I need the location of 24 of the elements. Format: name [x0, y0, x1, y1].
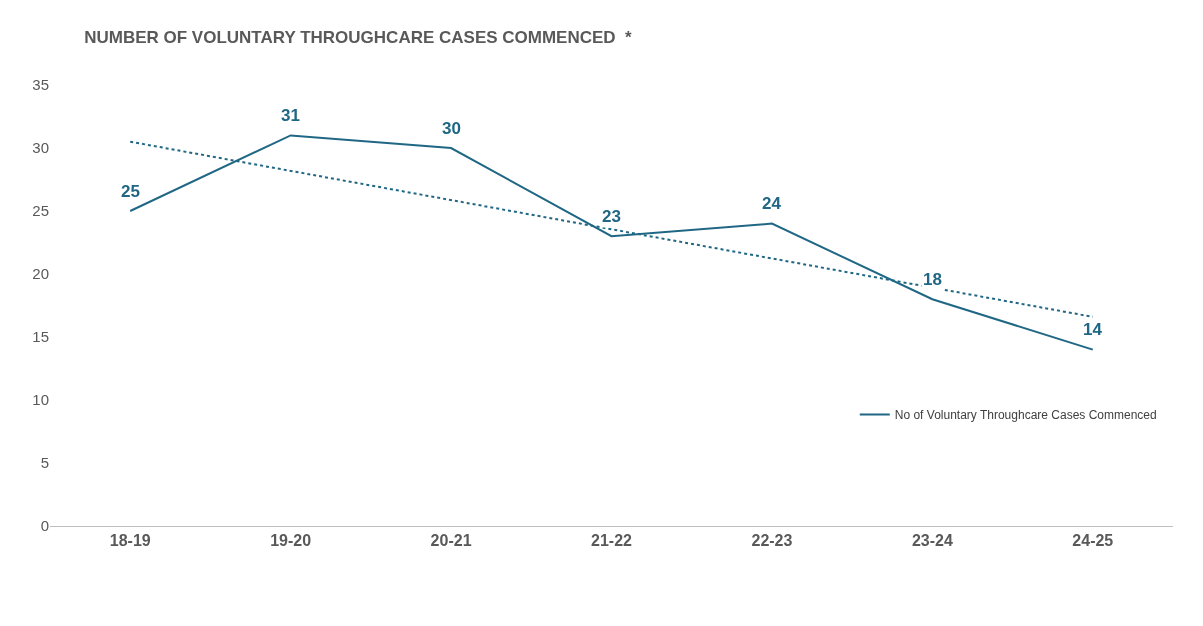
y-tick-label: 20	[32, 265, 49, 283]
data-label: 14	[1083, 320, 1103, 339]
data-label: 23	[602, 207, 621, 226]
data-label: 31	[281, 106, 300, 125]
x-tick-label: 21-22	[591, 532, 633, 550]
x-tick-label: 18-19	[109, 532, 151, 550]
y-tick-label: 30	[32, 139, 49, 157]
legend-label: No of Voluntary Throughcare Cases Commenced	[894, 408, 1157, 423]
data-label: 24	[762, 194, 782, 213]
data-label: 18	[923, 270, 942, 289]
y-tick-label: 10	[32, 391, 49, 409]
x-tick-label: 24-25	[1072, 532, 1114, 550]
data-label: 30	[442, 119, 461, 138]
chart-title: NUMBER OF VOLUNTARY THROUGHCARE CASES COMMENCED *	[84, 28, 633, 48]
x-tick-label: 19-20	[270, 532, 312, 550]
y-tick-label: 5	[40, 454, 49, 472]
y-tick-label: 15	[32, 328, 49, 346]
x-tick-label: 22-23	[751, 532, 793, 550]
x-tick-label: 20-21	[430, 532, 472, 550]
x-tick-label: 23-24	[911, 532, 953, 550]
data-label: 25	[121, 182, 140, 201]
y-tick-label: 25	[32, 202, 49, 220]
y-tick-label: 0	[40, 517, 49, 535]
y-tick-label: 35	[32, 76, 49, 94]
